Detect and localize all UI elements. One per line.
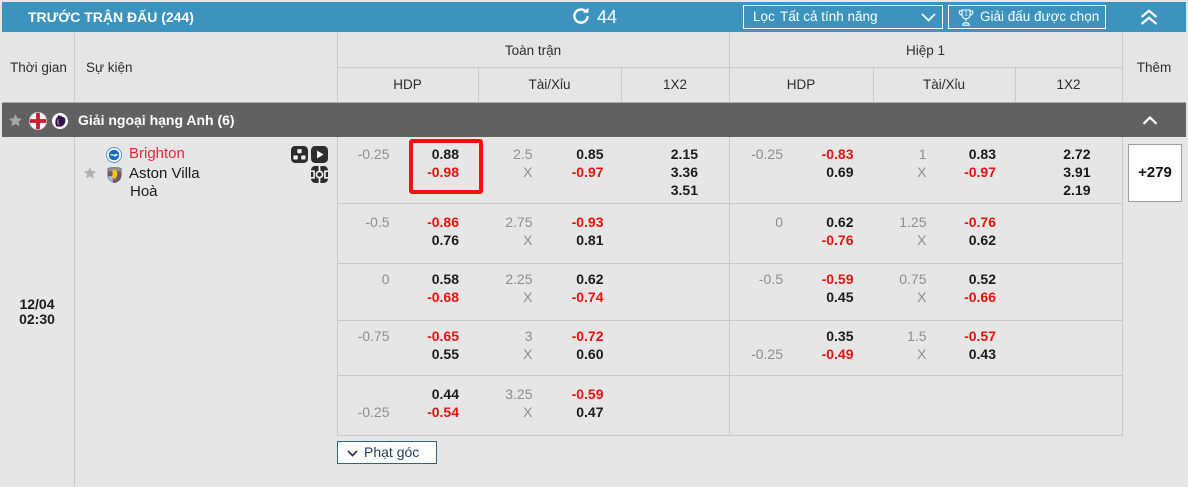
svg-text:1: 1	[964, 10, 968, 17]
